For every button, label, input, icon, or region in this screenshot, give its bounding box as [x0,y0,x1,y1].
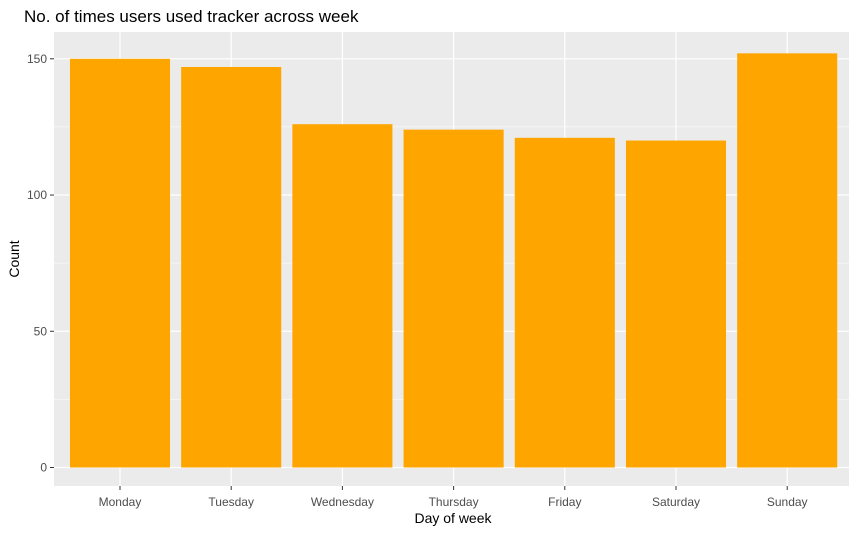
y-tick-label: 50 [34,324,48,338]
x-tick-label: Thursday [429,495,479,509]
y-tick-label: 150 [27,52,47,66]
x-tick-label: Tuesday [208,495,254,509]
x-axis: Monday Tuesday Wednesday Thursday Friday Satu… [99,486,808,509]
x-tick-label: Friday [548,495,581,509]
bar-tuesday [181,66,282,468]
y-tick-label: 100 [27,188,47,202]
bar-wednesday [292,124,393,468]
chart-title: No. of times users used tracker across w… [24,7,359,26]
y-axis-title: Count [6,240,22,277]
bar-sunday [737,53,838,468]
x-tick-label: Saturday [652,495,700,509]
bar-thursday [403,129,504,468]
y-tick-label: 0 [40,461,47,475]
bar-monday [69,58,171,468]
bar-series [69,53,838,468]
y-axis: 0 50 100 150 [27,52,54,475]
x-tick-label: Wednesday [311,495,374,509]
x-axis-title: Day of week [414,510,492,526]
bar-saturday [625,140,727,468]
bar-friday [514,137,615,468]
x-tick-label: Sunday [767,495,808,509]
x-tick-label: Monday [99,495,142,509]
